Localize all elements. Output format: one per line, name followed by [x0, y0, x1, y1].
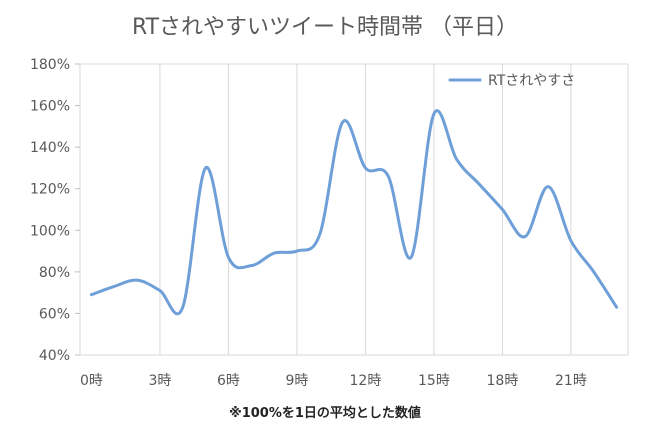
- grid: [159, 64, 572, 355]
- chart-title: RTされやすいツイート時間帯 （平日）: [132, 15, 518, 40]
- y-tick-label: 80%: [39, 265, 70, 281]
- legend-label: RTされやすさ: [488, 73, 575, 89]
- data-point: [226, 255, 230, 259]
- y-tick-label: 180%: [30, 57, 70, 73]
- data-point: [455, 158, 459, 162]
- footnote: ※100%を1日の平均とした数値: [229, 405, 421, 421]
- data-point: [89, 293, 93, 297]
- y-tick-label: 160%: [30, 99, 70, 115]
- y-tick-label: 60%: [39, 306, 70, 322]
- data-point: [500, 208, 504, 212]
- data-point: [112, 284, 116, 288]
- data-point: [363, 166, 367, 170]
- data-point: [386, 174, 390, 178]
- data-point: [546, 185, 550, 189]
- x-tick-label: 6時: [217, 373, 240, 389]
- data-point: [523, 235, 527, 239]
- data-point: [272, 251, 276, 255]
- data-point: [432, 112, 436, 116]
- x-tick-label: 12時: [350, 373, 382, 389]
- data-point: [318, 232, 322, 236]
- x-tick-label: 18時: [487, 373, 519, 389]
- data-point: [295, 249, 299, 253]
- data-point: [158, 289, 162, 293]
- legend: RTされやすさ: [448, 73, 575, 89]
- plot-frame: [79, 63, 629, 356]
- y-tick-label: 120%: [30, 182, 70, 198]
- series: [89, 109, 619, 316]
- y-tick-labels: 40% 60% 80% 100% 120% 140% 160% 180%: [30, 57, 70, 364]
- y-tick-label: 40%: [39, 348, 70, 364]
- x-tick-label: 15時: [418, 373, 450, 389]
- data-point: [181, 305, 185, 309]
- y-tick-label: 140%: [30, 140, 70, 156]
- data-point: [249, 264, 253, 268]
- y-tick-label: 100%: [30, 223, 70, 239]
- x-tick-label: 3時: [148, 373, 171, 389]
- data-point: [135, 278, 139, 282]
- x-tick-label: 9時: [285, 373, 308, 389]
- series-line: [89, 109, 619, 316]
- data-point: [409, 255, 413, 259]
- data-point: [341, 120, 345, 124]
- axes: [75, 63, 629, 356]
- x-tick-label: 21時: [555, 373, 587, 389]
- data-point: [204, 166, 208, 170]
- data-point: [592, 270, 596, 274]
- x-tick-labels: 0時 3時 6時 9時 12時 15時 18時 21時: [80, 373, 587, 389]
- data-point: [615, 305, 619, 309]
- data-point: [478, 183, 482, 187]
- data-point: [569, 239, 573, 243]
- x-tick-label: 0時: [80, 373, 103, 389]
